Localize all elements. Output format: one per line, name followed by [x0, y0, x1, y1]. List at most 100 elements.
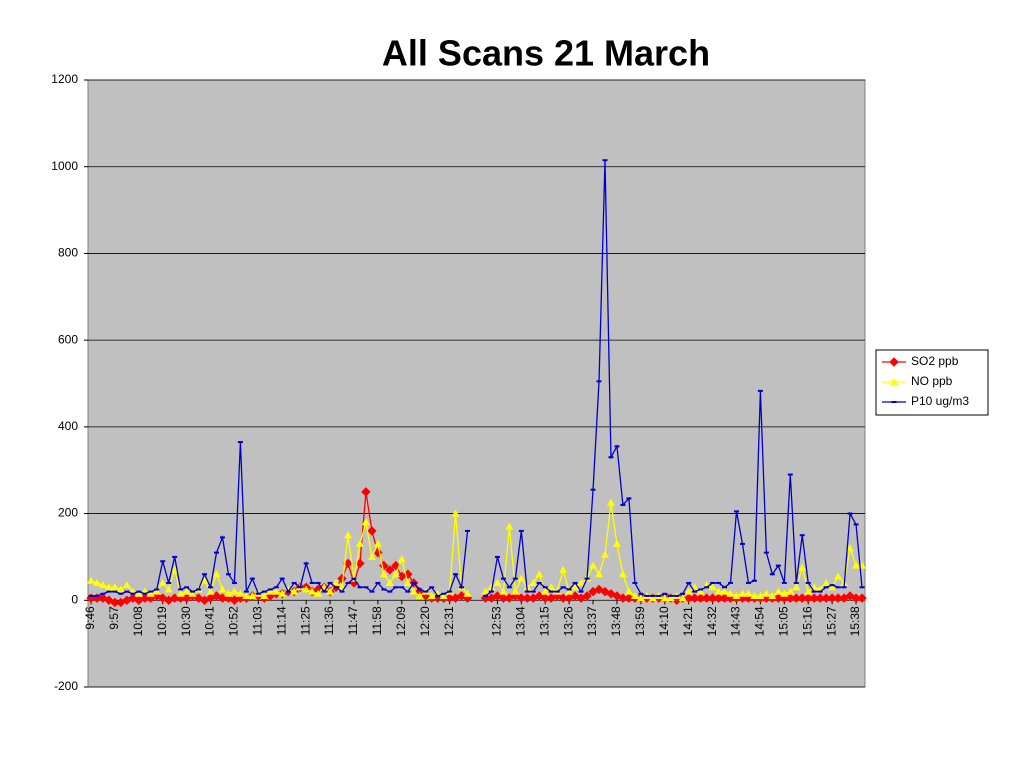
x-tick-label: 10:30 — [179, 606, 193, 636]
x-tick-label: 12:31 — [442, 606, 456, 636]
x-tick-label: 14:10 — [657, 606, 671, 636]
marker — [98, 581, 107, 589]
marker — [780, 589, 789, 597]
marker — [212, 570, 221, 578]
marker — [403, 578, 412, 586]
marker — [272, 587, 281, 595]
marker — [666, 594, 675, 602]
marker — [206, 587, 215, 595]
marker — [487, 583, 496, 591]
marker — [732, 591, 741, 599]
marker — [756, 591, 765, 599]
plot-area — [87, 79, 866, 688]
marker — [630, 591, 639, 599]
marker — [744, 589, 753, 597]
marker — [110, 583, 119, 591]
marker — [242, 591, 251, 599]
marker — [391, 560, 401, 571]
marker — [720, 587, 729, 595]
marker — [714, 587, 723, 595]
marker — [409, 587, 418, 595]
marker — [852, 561, 861, 569]
marker — [565, 587, 574, 595]
marker — [571, 583, 580, 591]
legend-label: SO2 ppb — [911, 354, 959, 368]
x-tick-label: 9:46 — [83, 606, 97, 630]
marker — [798, 563, 807, 571]
marker — [122, 581, 131, 589]
marker — [158, 578, 167, 586]
marker — [774, 587, 783, 595]
marker — [792, 583, 801, 591]
marker — [750, 591, 759, 599]
x-tick-label: 11:47 — [346, 606, 360, 635]
x-tick-label: 15:05 — [776, 606, 790, 636]
marker — [385, 578, 394, 586]
marker — [128, 593, 138, 603]
marker — [890, 378, 898, 385]
y-tick-label: 1000 — [51, 159, 78, 173]
marker — [266, 587, 275, 595]
marker — [726, 589, 735, 597]
x-tick-label: 11:14 — [274, 606, 288, 635]
x-tick-label: 13:26 — [561, 606, 575, 636]
marker — [845, 591, 855, 601]
marker — [92, 578, 101, 586]
marker — [278, 589, 287, 597]
marker — [302, 585, 311, 593]
marker — [224, 589, 233, 597]
marker — [451, 509, 460, 517]
marker — [343, 531, 352, 539]
marker — [361, 487, 371, 497]
marker — [134, 589, 143, 597]
marker — [308, 587, 317, 595]
marker — [606, 589, 616, 599]
marker — [415, 591, 424, 599]
y-tick-label: 800 — [58, 246, 78, 260]
marker — [456, 591, 467, 601]
marker — [582, 591, 592, 601]
marker — [595, 570, 604, 578]
marker — [606, 498, 615, 506]
marker — [493, 578, 502, 586]
marker — [355, 539, 364, 547]
marker — [624, 587, 633, 595]
marker — [678, 594, 687, 602]
y-tick-label: -200 — [54, 679, 78, 693]
marker — [708, 583, 717, 591]
marker — [86, 576, 95, 584]
marker — [463, 589, 472, 597]
x-tick-label: 14:54 — [753, 606, 767, 636]
marker — [660, 594, 669, 602]
marker — [481, 587, 490, 595]
marker — [804, 587, 813, 595]
marker — [385, 565, 395, 575]
y-tick-label: 0 — [71, 592, 78, 606]
marker — [834, 572, 843, 580]
x-tick-label: 14:32 — [705, 606, 719, 636]
marker — [612, 591, 622, 601]
x-tick-label: 15:27 — [824, 606, 838, 636]
x-tick-label: 13:48 — [609, 606, 623, 636]
x-tick-label: 13:15 — [537, 606, 551, 636]
marker — [230, 587, 239, 595]
marker — [332, 578, 341, 586]
x-tick-label: 15:38 — [848, 606, 862, 636]
marker — [822, 578, 831, 586]
x-tick-label: 12:53 — [490, 606, 504, 636]
x-tick-label: 14:43 — [729, 606, 743, 636]
x-tick-label: 15:16 — [800, 606, 814, 636]
marker — [612, 539, 621, 547]
y-tick-label: 1200 — [51, 72, 78, 86]
marker — [248, 591, 257, 599]
x-tick-label: 13:59 — [633, 606, 647, 636]
x-tick-label: 13:37 — [585, 606, 599, 636]
marker — [547, 583, 556, 591]
series-line — [90, 160, 863, 597]
x-tick-label: 10:08 — [131, 606, 145, 636]
marker — [427, 591, 436, 599]
x-tick-label: 14:21 — [681, 606, 695, 636]
x-tick-label: 11:36 — [322, 606, 336, 635]
marker — [589, 561, 598, 569]
